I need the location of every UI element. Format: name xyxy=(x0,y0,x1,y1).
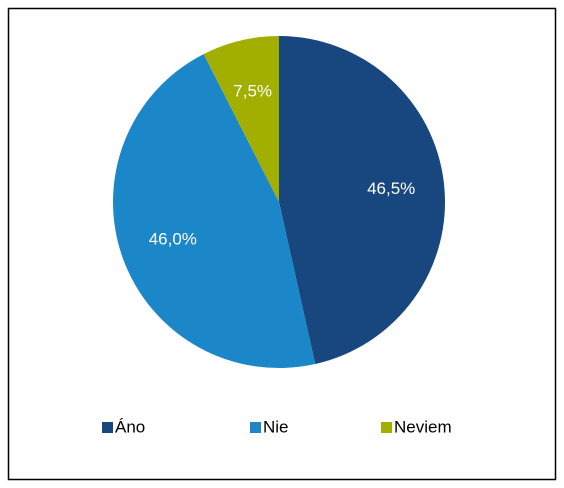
data-label: 46,0% xyxy=(149,230,197,249)
legend-swatch xyxy=(250,422,261,433)
pie-slice xyxy=(279,36,446,365)
legend-swatch xyxy=(102,422,113,433)
legend-swatch xyxy=(381,422,392,433)
pie-slice xyxy=(112,54,316,369)
data-label: 46,5% xyxy=(367,179,415,198)
legend-label: Áno xyxy=(115,417,145,436)
pie-slice xyxy=(203,36,279,202)
data-label: 7,5% xyxy=(233,82,272,101)
legend-label: Neviem xyxy=(394,417,452,436)
legend-label: Nie xyxy=(263,417,289,436)
